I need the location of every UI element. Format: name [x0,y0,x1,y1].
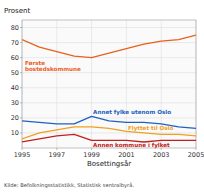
series-label: Annet fylke utenom Oslo [93,109,171,116]
tick-label-x: 2001 [118,151,135,159]
series-label-line: Annet fylke utenom Oslo [93,109,171,116]
grid-line-y [22,57,196,58]
source: Kilde: Befolkningsstatistikk, Statistisk… [4,182,134,189]
series-line [22,35,196,58]
tick-label-x: 1995 [14,151,31,159]
tick-label-y: 10 [11,129,19,137]
tick-label-y: 80 [11,24,19,32]
series-label: Annen kommune i fylket [93,142,170,149]
grid-line-x [126,20,127,148]
series-label-line: Første [25,60,45,66]
tick-label-y: 30 [11,99,19,107]
tick-label-y: 20 [11,114,19,122]
plot-frame [22,20,196,148]
grid-line-y [22,117,196,118]
tick-label-x: 1997 [49,151,66,159]
grid-line-y [22,87,196,88]
tick-label-y: 50 [11,69,19,77]
grid [22,20,196,148]
tick-label-x: 2005 [188,151,204,159]
tick-label-x: 1999 [83,151,100,159]
series-label-line: bostedskommune [25,66,81,72]
tick-label-x: 2003 [153,151,170,159]
tick-label-y: 40 [11,84,19,92]
series-lines [22,35,196,142]
series-label: Førstebostedskommune [25,60,81,72]
tick-label-y: 60 [11,54,19,62]
chart: 10 20 30 40 50 60 70 80 1995 1997 1999 2001 2003 2005… [0,0,204,192]
grid-line-y [22,102,196,103]
series-labels: Førstebostedskommune Annet fylke utenom O… [25,60,174,149]
grid-line-x [91,20,92,148]
tick-label-y: 70 [11,39,19,47]
grid-line-y [22,132,196,133]
series-label-line: Annen kommune i fylket [93,142,170,149]
grid-line-y [22,27,196,28]
x-axis-label: Bosettingsår [87,159,131,168]
grid-line-y [22,42,196,43]
series-label-line: Flyttet til Oslo [128,125,174,132]
grid-line-x [56,20,57,148]
series-label: Flyttet til Oslo [128,125,174,132]
y-axis-label: Prosent [4,7,30,15]
plot-area [22,20,196,148]
grid-line-y [22,72,196,73]
